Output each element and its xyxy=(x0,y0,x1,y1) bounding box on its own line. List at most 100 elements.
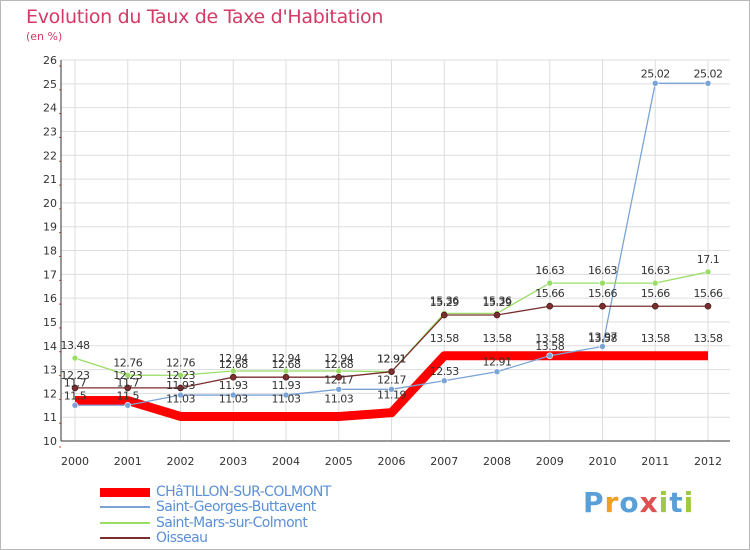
data-label: 11.03 xyxy=(166,392,195,405)
series-point xyxy=(177,384,184,392)
series-point xyxy=(651,279,659,287)
legend-item-saint-georges: Saint-Georges-Buttavent xyxy=(100,499,316,515)
series-point xyxy=(546,279,554,287)
series-point xyxy=(71,401,79,409)
series-point xyxy=(71,354,79,362)
y-tick-label: 13 xyxy=(43,364,57,377)
legend-label-chatillon: CHâTILLON-SUR-COLMONT xyxy=(156,484,331,500)
x-tick-label: 2010 xyxy=(589,455,617,468)
series-point xyxy=(229,391,237,399)
x-tick-label: 2002 xyxy=(167,455,195,468)
y-tick-label: 24 xyxy=(43,102,57,115)
data-label: 13.58 xyxy=(694,332,723,345)
y-tick-label: 19 xyxy=(43,221,57,234)
series-point xyxy=(388,368,395,376)
legend-item-saint-mars: Saint-Mars-sur-Colmont xyxy=(100,515,308,531)
data-label: 15.36 xyxy=(483,294,512,307)
logo-letter: o xyxy=(619,486,640,519)
data-label: 12.91 xyxy=(377,353,406,366)
legend-item-chatillon: CHâTILLON-SUR-COLMONT xyxy=(100,484,331,500)
logo-letter: P xyxy=(583,486,605,519)
y-tick-label: 14 xyxy=(43,340,57,353)
y-tick-label: 23 xyxy=(43,125,57,138)
series-point xyxy=(546,302,554,310)
data-label: 11.7 xyxy=(117,377,140,390)
data-label: 12.53 xyxy=(430,365,459,378)
data-label: 11.93 xyxy=(166,379,195,392)
x-tick-label: 2009 xyxy=(536,455,564,468)
data-label: 13.58 xyxy=(483,332,512,345)
logo-letter: x xyxy=(639,486,659,519)
data-label: 12.94 xyxy=(324,352,353,365)
data-label: 12.91 xyxy=(377,353,406,366)
proxiti-logo: Proxiti xyxy=(583,486,694,519)
data-label: 13.48 xyxy=(61,339,90,352)
data-label: 17.1 xyxy=(697,253,720,266)
data-label: 11.7 xyxy=(64,377,87,390)
data-label: 12.23 xyxy=(166,369,195,382)
data-label: 25.02 xyxy=(694,67,723,80)
x-tick-label: 2005 xyxy=(325,455,353,468)
series-point xyxy=(124,384,132,392)
data-label: 11.03 xyxy=(272,392,301,405)
data-label: 12.68 xyxy=(272,358,301,371)
y-tick-label: 22 xyxy=(43,149,57,162)
grid-layer xyxy=(61,59,730,442)
data-label: 13.58 xyxy=(535,340,564,353)
data-label: 15.29 xyxy=(430,296,459,309)
series-point xyxy=(440,311,448,319)
data-label: 12.68 xyxy=(219,358,248,371)
series-point xyxy=(599,343,606,350)
data-label: 13.58 xyxy=(641,332,670,345)
data-label: 16.63 xyxy=(588,264,617,277)
series-point xyxy=(546,352,554,360)
y-tick-label: 26 xyxy=(43,54,57,67)
series-point xyxy=(71,384,79,392)
data-label: 25.02 xyxy=(641,67,670,80)
data-label: 13.97 xyxy=(588,330,617,343)
x-tick-label: 2011 xyxy=(641,455,669,468)
x-tick-label: 2008 xyxy=(483,455,511,468)
legend-swatch-chatillon xyxy=(100,487,150,497)
legend-label-saint-georges: Saint-Georges-Buttavent xyxy=(156,499,316,515)
series-point xyxy=(124,371,132,379)
series-point xyxy=(124,401,132,409)
x-tick-label: 2001 xyxy=(114,455,142,468)
series-point xyxy=(651,302,659,310)
data-label: 15.66 xyxy=(588,287,617,300)
chart-title: Evolution du Taux de Taxe d'Habitation xyxy=(26,6,384,28)
series-point xyxy=(704,268,712,276)
data-label: 12.76 xyxy=(166,356,195,369)
axis-layer: 10 11 12 13 14 15 16 17 18 19 20 21 22 23 24 25 26 2000 20… xyxy=(43,54,730,468)
data-label: 11.03 xyxy=(219,392,248,405)
series-point xyxy=(704,302,712,310)
x-tick-label: 2004 xyxy=(272,455,300,468)
data-label: 11.19 xyxy=(377,389,406,402)
data-label: 16.63 xyxy=(535,264,564,277)
legend-swatch-saint-georges xyxy=(100,506,150,508)
series-point xyxy=(335,373,343,381)
data-label: 12.68 xyxy=(324,358,353,371)
legend-label-oisseau: Oisseau xyxy=(156,530,208,546)
y-tick-label: 16 xyxy=(43,292,57,305)
data-label: 12.23 xyxy=(61,369,90,382)
data-label: 12.17 xyxy=(377,373,406,386)
data-label: 13.58 xyxy=(588,332,617,345)
x-tick-label: 2000 xyxy=(61,455,89,468)
y-tick-label: 11 xyxy=(43,411,57,424)
series-point xyxy=(704,80,712,87)
series-point xyxy=(335,386,343,393)
data-label: 13.58 xyxy=(430,332,459,345)
y-tick-label: 17 xyxy=(43,268,57,281)
y-tick-label: 15 xyxy=(43,316,57,329)
data-label: 15.66 xyxy=(694,287,723,300)
legend-item-oisseau: Oisseau xyxy=(100,530,208,546)
data-label: 11.03 xyxy=(324,392,353,405)
x-tick-label: 2007 xyxy=(430,455,458,468)
x-tick-label: 2006 xyxy=(378,455,406,468)
series-point xyxy=(177,391,184,399)
logo-letter: i xyxy=(658,486,670,519)
series-point xyxy=(599,279,606,287)
data-label: 12.91 xyxy=(483,356,512,369)
